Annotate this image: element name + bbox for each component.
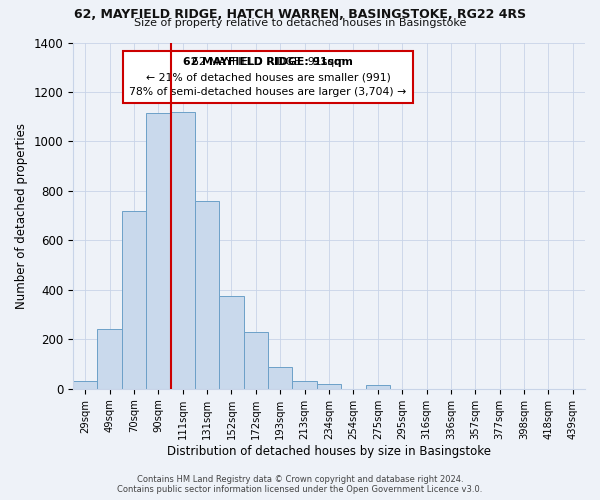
Bar [97, 330, 122, 389]
Text: Contains HM Land Registry data © Crown copyright and database right 2024.: Contains HM Land Registry data © Crown c… [137, 475, 463, 484]
Bar [268, 366, 292, 389]
Bar [73, 382, 97, 389]
Bar [195, 201, 220, 389]
X-axis label: Distribution of detached houses by size in Basingstoke: Distribution of detached houses by size … [167, 444, 491, 458]
Bar [292, 382, 317, 389]
Bar [170, 112, 195, 389]
Text: 62 MAYFIELD RIDGE: 91sqm: 62 MAYFIELD RIDGE: 91sqm [183, 58, 353, 68]
Bar [220, 296, 244, 389]
Y-axis label: Number of detached properties: Number of detached properties [15, 122, 28, 308]
Text: Size of property relative to detached houses in Basingstoke: Size of property relative to detached ho… [134, 18, 466, 28]
Bar [317, 384, 341, 389]
Text: 62, MAYFIELD RIDGE, HATCH WARREN, BASINGSTOKE, RG22 4RS: 62, MAYFIELD RIDGE, HATCH WARREN, BASING… [74, 8, 526, 20]
Bar [244, 332, 268, 389]
Text: 62 MAYFIELD RIDGE: 91sqm
← 21% of detached houses are smaller (991)
78% of semi-: 62 MAYFIELD RIDGE: 91sqm ← 21% of detach… [130, 58, 407, 97]
Bar [146, 113, 170, 389]
Bar [365, 385, 390, 389]
Bar [122, 210, 146, 389]
Text: Contains public sector information licensed under the Open Government Licence v3: Contains public sector information licen… [118, 485, 482, 494]
